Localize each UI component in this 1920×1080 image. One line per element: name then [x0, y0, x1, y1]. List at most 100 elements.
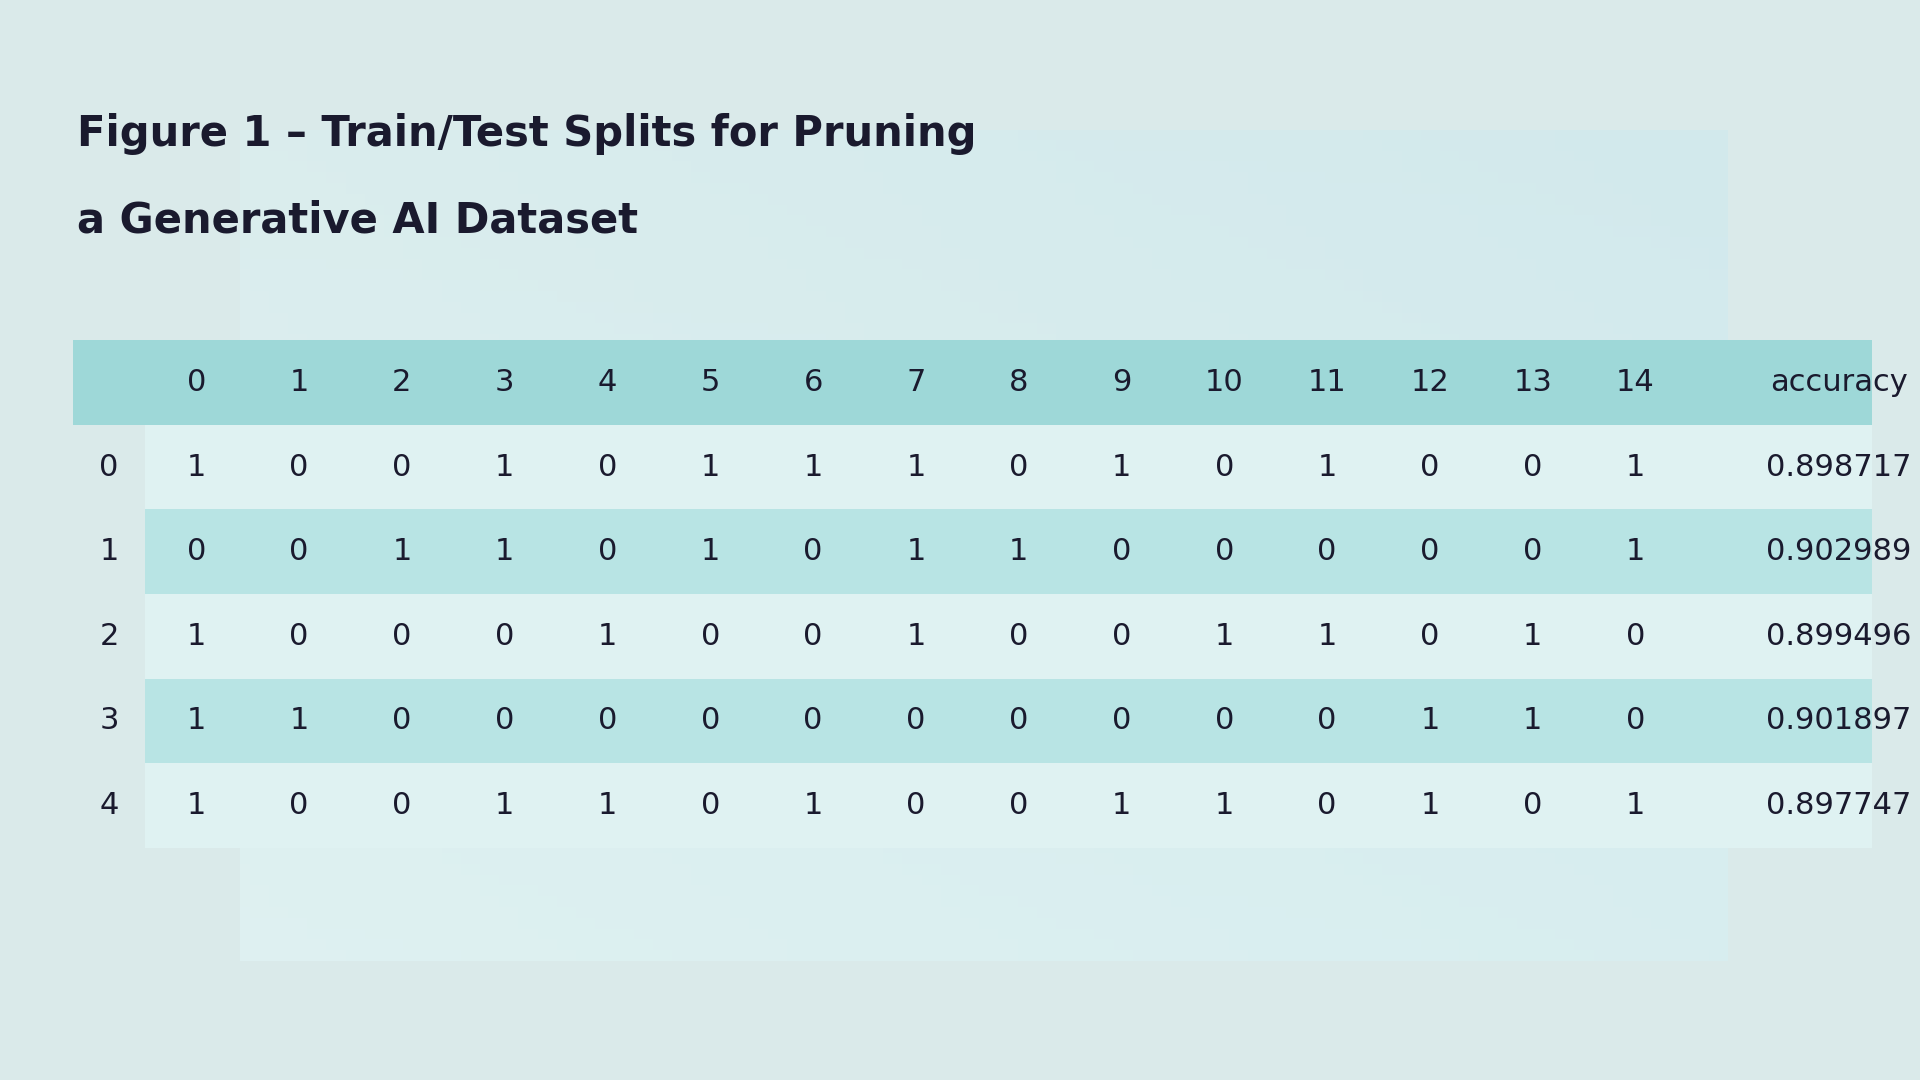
Text: 1: 1	[1112, 453, 1131, 482]
Text: 0: 0	[1523, 537, 1542, 566]
Text: 0: 0	[906, 706, 925, 735]
Text: 0: 0	[290, 537, 309, 566]
Text: 0: 0	[495, 706, 515, 735]
Text: 2: 2	[100, 622, 119, 651]
Text: 1: 1	[1317, 453, 1336, 482]
Text: 13: 13	[1513, 368, 1551, 397]
Text: a Generative AI Dataset: a Generative AI Dataset	[77, 200, 637, 242]
Text: 0: 0	[1317, 537, 1336, 566]
Text: 0: 0	[495, 622, 515, 651]
Text: 0: 0	[1317, 706, 1336, 735]
Text: 0: 0	[290, 791, 309, 820]
Text: 1: 1	[1317, 622, 1336, 651]
Text: 0: 0	[803, 706, 824, 735]
Text: 1: 1	[1626, 791, 1645, 820]
Text: 0: 0	[100, 453, 119, 482]
Text: 4: 4	[597, 368, 616, 397]
Text: 0: 0	[1215, 706, 1235, 735]
Text: 0: 0	[1010, 791, 1029, 820]
Text: 1: 1	[701, 537, 720, 566]
Text: accuracy: accuracy	[1770, 368, 1908, 397]
Text: 0: 0	[1421, 537, 1440, 566]
Text: 0: 0	[1421, 453, 1440, 482]
Text: 0.898717: 0.898717	[1766, 453, 1912, 482]
Text: 1: 1	[495, 453, 515, 482]
Text: 3: 3	[100, 706, 119, 735]
Text: 0: 0	[1112, 622, 1131, 651]
Text: 1: 1	[1215, 622, 1235, 651]
Text: 0: 0	[1317, 791, 1336, 820]
Text: 0: 0	[1010, 622, 1029, 651]
Text: 1: 1	[290, 706, 309, 735]
Text: 0: 0	[392, 791, 411, 820]
Text: 11: 11	[1308, 368, 1346, 397]
Text: 1: 1	[1523, 622, 1542, 651]
Text: 1: 1	[186, 791, 205, 820]
Text: 12: 12	[1411, 368, 1450, 397]
Text: 0: 0	[290, 622, 309, 651]
Text: 0: 0	[597, 706, 616, 735]
Text: 0: 0	[803, 537, 824, 566]
Text: 0: 0	[1626, 706, 1645, 735]
Text: 9: 9	[1112, 368, 1131, 397]
Text: 2: 2	[392, 368, 411, 397]
Text: 1: 1	[1626, 537, 1645, 566]
Text: 10: 10	[1206, 368, 1244, 397]
Text: 8: 8	[1010, 368, 1029, 397]
Text: 1: 1	[803, 791, 824, 820]
Text: 1: 1	[495, 791, 515, 820]
Text: 14: 14	[1617, 368, 1655, 397]
Text: 0: 0	[1523, 791, 1542, 820]
Text: 0: 0	[290, 453, 309, 482]
Text: 0: 0	[392, 453, 411, 482]
Text: 1: 1	[597, 791, 616, 820]
Text: 1: 1	[290, 368, 309, 397]
Text: 0: 0	[803, 622, 824, 651]
Text: 1: 1	[906, 622, 925, 651]
Text: 0: 0	[1215, 537, 1235, 566]
Text: 0: 0	[701, 791, 720, 820]
Text: 6: 6	[803, 368, 824, 397]
Text: 1: 1	[1421, 706, 1440, 735]
Text: 0: 0	[1010, 706, 1029, 735]
Text: 0: 0	[701, 622, 720, 651]
Text: 0: 0	[701, 706, 720, 735]
Text: 1: 1	[1010, 537, 1029, 566]
Text: 0.899496: 0.899496	[1766, 622, 1912, 651]
Text: 1: 1	[906, 453, 925, 482]
Text: 1: 1	[186, 453, 205, 482]
Text: 0: 0	[597, 453, 616, 482]
Text: 1: 1	[186, 706, 205, 735]
Text: 0: 0	[1626, 622, 1645, 651]
Text: 1: 1	[906, 537, 925, 566]
Text: 0: 0	[597, 537, 616, 566]
Text: 0: 0	[1215, 453, 1235, 482]
Text: 0: 0	[906, 791, 925, 820]
Text: 1: 1	[803, 453, 824, 482]
Text: 0: 0	[1421, 622, 1440, 651]
Text: 0.897747: 0.897747	[1766, 791, 1912, 820]
Text: 1: 1	[1421, 791, 1440, 820]
Text: 1: 1	[701, 453, 720, 482]
Text: Figure 1 – Train/Test Splits for Pruning: Figure 1 – Train/Test Splits for Pruning	[77, 113, 975, 156]
Text: 0: 0	[186, 368, 205, 397]
Text: 1: 1	[1112, 791, 1131, 820]
Text: 1: 1	[1523, 706, 1542, 735]
Text: 1: 1	[100, 537, 119, 566]
Text: 0: 0	[1112, 706, 1131, 735]
Text: 0: 0	[1523, 453, 1542, 482]
Text: 0: 0	[1112, 537, 1131, 566]
Text: 1: 1	[597, 622, 616, 651]
Text: 1: 1	[1626, 453, 1645, 482]
Text: 7: 7	[906, 368, 925, 397]
Text: 0: 0	[392, 706, 411, 735]
Text: 0.902989: 0.902989	[1766, 537, 1912, 566]
Text: 1: 1	[392, 537, 411, 566]
Text: 0: 0	[392, 622, 411, 651]
Text: 0: 0	[186, 537, 205, 566]
Text: 3: 3	[495, 368, 515, 397]
Text: 1: 1	[1215, 791, 1235, 820]
Text: 0.901897: 0.901897	[1766, 706, 1912, 735]
Text: 4: 4	[100, 791, 119, 820]
Text: 5: 5	[701, 368, 720, 397]
